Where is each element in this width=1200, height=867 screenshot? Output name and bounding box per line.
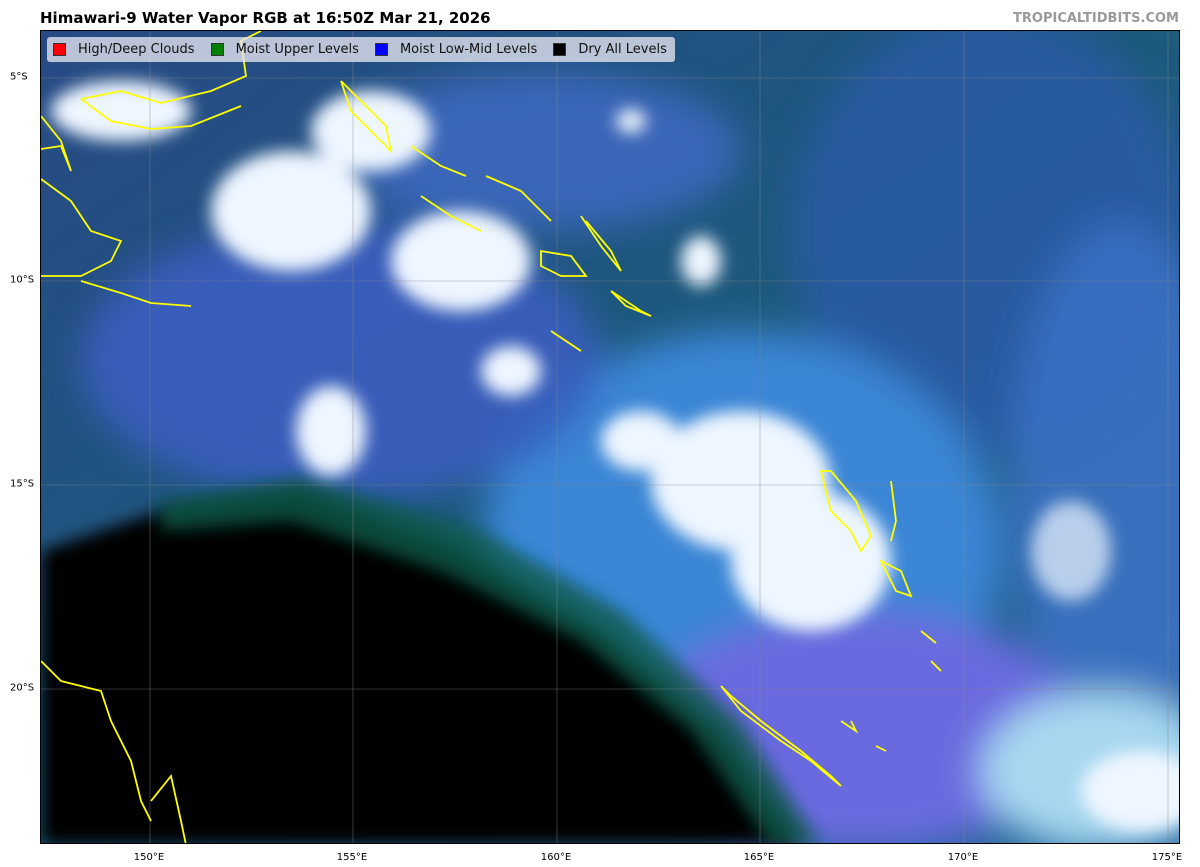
legend-label: Dry All Levels [578, 42, 667, 57]
map-title: Himawari-9 Water Vapor RGB at 16:50Z Mar… [40, 9, 491, 27]
legend-swatch [553, 43, 567, 56]
legend-label: Moist Upper Levels [235, 42, 359, 57]
satellite-imagery [41, 31, 1179, 843]
legend-item-high-deep-clouds: High/Deep Clouds [53, 42, 195, 57]
y-tick-label: 5°S [10, 71, 28, 83]
site-credit: TROPICALTIDBITS.COM [1013, 11, 1179, 26]
legend-swatch [210, 43, 224, 56]
legend-swatch [374, 43, 388, 56]
x-tick-label: 175°E [1151, 852, 1183, 863]
x-tick-label: 170°E [947, 852, 979, 863]
y-tick-label: 15°S [10, 478, 35, 490]
y-tick-label: 20°S [10, 682, 35, 694]
cloud-tops [51, 81, 1179, 831]
lat-lon-grid [41, 31, 1179, 843]
legend-item-moist-low-mid-levels: Moist Low-Mid Levels [374, 42, 538, 57]
y-tick-label: 10°S [10, 274, 35, 286]
moisture-field [81, 31, 1179, 843]
moist-upper-band [161, 476, 820, 843]
legend: High/Deep Clouds Moist Upper Levels Mois… [47, 37, 675, 62]
x-tick-label: 165°E [743, 852, 775, 863]
legend-item-moist-upper-levels: Moist Upper Levels [210, 42, 359, 57]
legend-label: Moist Low-Mid Levels [399, 42, 538, 57]
legend-item-dry-all-levels: Dry All Levels [553, 42, 667, 57]
dry-region [41, 491, 800, 843]
satellite-map [40, 30, 1180, 844]
x-tick-label: 155°E [336, 852, 368, 863]
legend-label: High/Deep Clouds [78, 42, 195, 57]
x-tick-label: 160°E [540, 852, 572, 863]
x-tick-label: 150°E [133, 852, 165, 863]
legend-swatch [53, 43, 66, 56]
